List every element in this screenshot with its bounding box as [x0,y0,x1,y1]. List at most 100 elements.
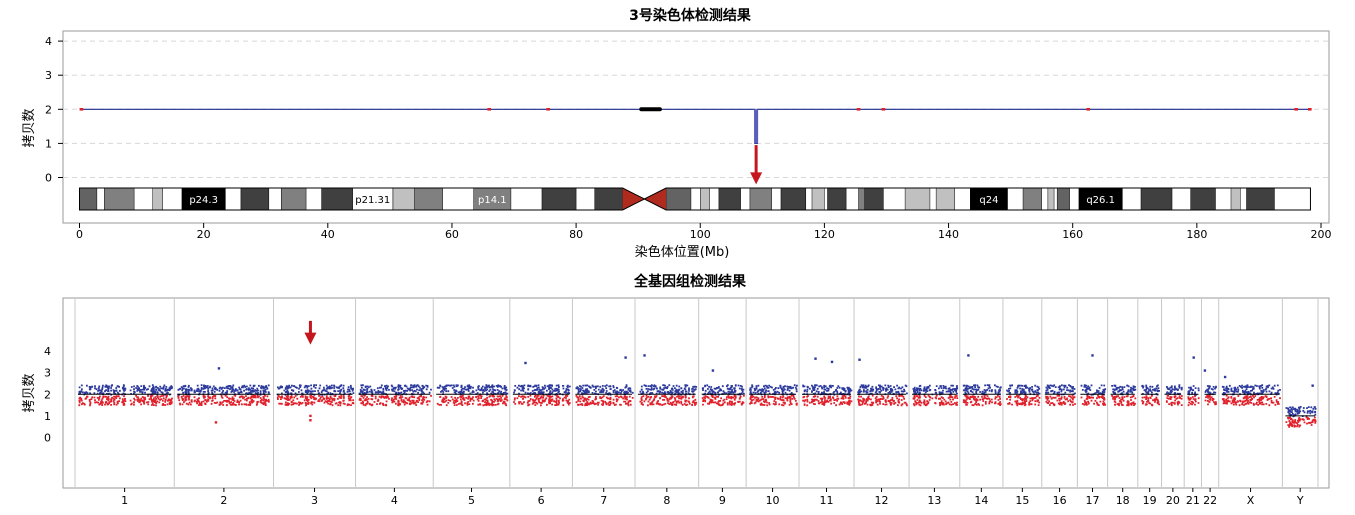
top-plot-frame [62,30,1330,224]
ytick-label: 0 [45,172,52,185]
gain-points-chr5 [436,384,509,396]
outlier-point [524,361,527,365]
loss-points-chr2 [177,394,270,407]
chromosome-label: 19 [1143,494,1157,507]
ytick-label: 2 [45,103,52,116]
outlier-point [1203,369,1207,372]
cytoband [1056,187,1070,211]
cytoband [541,187,577,211]
loss-points-chr18 [1111,394,1137,407]
top-chart-title: 3号染色体检测结果 [629,7,752,24]
outlier-point [814,357,817,360]
copy-number-line [81,108,1310,144]
ideogram-outline [79,187,1311,211]
gain-points-chr13 [912,384,959,396]
outlier-point [830,360,834,364]
gain-points-chr2 [177,384,270,396]
cytoband [1047,187,1055,211]
chromosome-label: 21 [1186,494,1200,507]
loss-points-chr3 [276,394,355,407]
cytoband [827,187,847,211]
loss-points-chr9 [701,394,745,407]
data-point [487,108,491,111]
xtick-label: 0 [76,228,83,241]
chromosome-label: 14 [974,494,988,507]
loss-points-chr22 [1204,394,1217,406]
cytoband [79,187,98,211]
cytoband [1246,187,1275,211]
gain-points-chrX [1221,384,1281,396]
gain-points-chr14 [962,384,1002,396]
cytoband [700,187,710,211]
outlier-point [711,369,715,372]
chromosome-label: 11 [820,494,834,507]
chromosome-label: 5 [468,494,475,507]
loss-points-chr12 [857,394,908,407]
cytoband [594,187,623,211]
gain-points-chr20 [1165,384,1183,396]
cytoband [414,187,443,211]
chromosome-label: 1 [121,494,128,507]
outlier-point [309,414,312,418]
cytoband [864,187,884,211]
chromosome-label: 7 [600,494,607,507]
bottom-chart-title: 全基因组检测结果 [633,273,747,290]
cytoband [780,187,807,211]
cytoband-label: p14.1 [478,195,507,206]
chromosome3-chart: 3号染色体检测结果 0 1 2 3 4 0 20 40 60 80 100 120 140 160 180… [22,7,1332,260]
outlier-point [1192,356,1195,359]
loss-points-chr15 [1006,394,1041,407]
xtick-label: 160 [1062,228,1083,241]
outlier-point [624,356,627,359]
arrow-head [304,332,317,345]
gain-points-chr9 [701,384,745,396]
loss-points-chrY [1285,416,1317,428]
cytoband [858,187,865,211]
chromosome-label: 8 [663,494,670,507]
ytick-label: 3 [45,69,52,82]
ytick-label: 1 [44,410,51,423]
top-x-axis-label: 染色体位置(Mb) [635,244,730,260]
xtick-label: 20 [197,228,211,241]
bottom-x-axis: 1 2 3 4 5 6 7 8 9 10 11 12 13 14 15 16 17 18 19 20 21 22 X Y [121,488,1304,507]
xtick-label: 40 [321,228,335,241]
cytoband [1022,187,1042,211]
chromosome-label: 9 [719,494,726,507]
top-y-axis: 0 1 2 3 4 [45,35,63,185]
cytoband [1140,187,1173,211]
loss-points-chr16 [1045,394,1076,407]
outlier-point [309,419,312,422]
xtick-label: 140 [938,228,959,241]
loss-points-chr21 [1187,395,1200,407]
gain-points-chr1 [78,384,173,396]
chromosome-label: 4 [391,494,398,507]
gain-points-chr19 [1141,384,1160,396]
cytoband [104,187,135,211]
outlier-point [858,358,861,361]
data-point [546,108,550,111]
chromosome-label: 15 [1015,494,1029,507]
loss-points-chr5 [436,394,509,407]
cytoband-label: p21.31 [355,195,390,206]
xtick-label: 60 [445,228,459,241]
data-point [79,108,84,111]
loss-points-chr11 [802,395,853,407]
cytoband [1190,187,1216,211]
gain-points-chr12 [857,384,908,396]
loss-points-chr7 [575,395,634,407]
chromosome-label: 17 [1085,494,1099,507]
ytick-label: 3 [44,367,51,380]
bottom-y-axis: 0 1 2 3 4 [44,345,51,444]
outlier-point [1091,354,1094,357]
outlier-point [1311,384,1314,387]
chromosome-label: 12 [875,494,889,507]
data-point [881,108,886,111]
gain-points-chr15 [1006,384,1041,396]
chromosome-label: 3 [311,494,318,507]
loss-points-chrX [1221,394,1281,407]
ytick-label: 4 [44,345,51,358]
chromosome-label: 18 [1116,494,1130,507]
cytoband [280,187,307,211]
bottom-plot-frame [62,297,1330,489]
